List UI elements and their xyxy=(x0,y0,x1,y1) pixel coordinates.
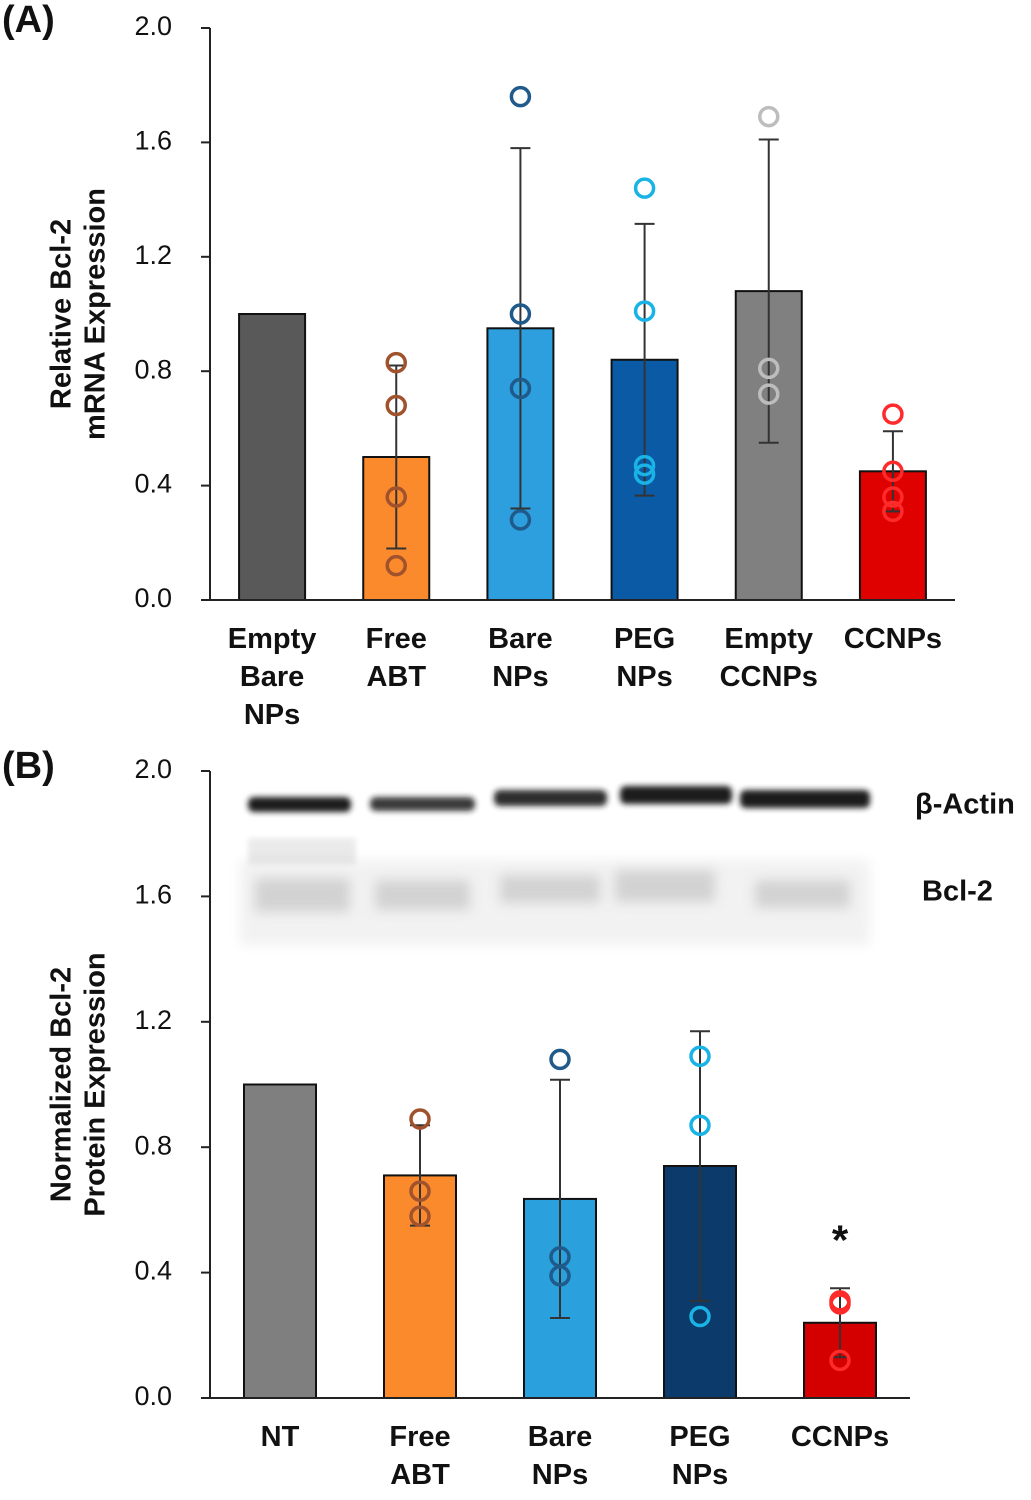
y-tick-label: 0.4 xyxy=(134,1256,172,1286)
panel-label: (A) xyxy=(2,0,55,41)
data-point xyxy=(758,383,780,405)
data-point xyxy=(509,303,532,325)
western-blot xyxy=(240,786,870,945)
data-point xyxy=(385,554,407,577)
data-point xyxy=(633,300,656,322)
x-tick-label: Free ABT xyxy=(389,1421,450,1491)
x-tick-label: CCNPs xyxy=(844,623,942,655)
x-tick-label: Bare NPs xyxy=(528,1421,593,1491)
x-tick-label: Bare NPs xyxy=(488,623,553,693)
data-point xyxy=(409,1108,431,1130)
y-tick-label: 2.0 xyxy=(134,11,172,41)
x-tick-label: CCNPs xyxy=(791,1421,889,1453)
y-tick-label: 0.8 xyxy=(134,354,172,384)
y-tick-label: 0.4 xyxy=(134,469,172,499)
y-tick-label: 1.6 xyxy=(134,126,172,156)
blot-label: Bcl-2 xyxy=(922,876,993,908)
y-axis-title: Relative Bcl-2 xyxy=(46,219,78,409)
bar xyxy=(243,1083,317,1399)
data-point xyxy=(385,351,407,374)
blot-label: β-Actin xyxy=(915,789,1015,821)
data-point xyxy=(409,1205,431,1227)
data-point xyxy=(689,1114,711,1137)
error-bar xyxy=(510,147,531,510)
data-point xyxy=(758,105,780,128)
data-point xyxy=(689,1045,711,1068)
data-point xyxy=(509,509,532,531)
x-tick-label: Empty CCNPs xyxy=(720,623,818,693)
data-point xyxy=(385,394,407,417)
panel-label: (B) xyxy=(2,745,55,787)
y-tick-label: 1.2 xyxy=(134,1005,172,1035)
data-point xyxy=(829,1293,851,1315)
data-point xyxy=(633,177,656,199)
significance-marker: * xyxy=(832,1216,849,1263)
error-bar xyxy=(882,430,903,513)
x-tick-label: PEG NPs xyxy=(614,623,675,693)
data-point xyxy=(549,1264,571,1287)
data-point xyxy=(549,1048,571,1071)
data-point xyxy=(509,377,532,400)
data-point xyxy=(882,460,904,483)
y-tick-label: 1.6 xyxy=(134,880,172,910)
y-axis-title: Normalized Bcl-2 xyxy=(46,967,78,1202)
data-point xyxy=(882,403,904,425)
bar xyxy=(238,313,307,601)
y-tick-label: 0.0 xyxy=(134,1381,172,1411)
data-point xyxy=(882,500,904,523)
data-point xyxy=(758,357,780,380)
x-tick-label: Free ABT xyxy=(366,623,427,693)
x-tick-label: NT xyxy=(261,1421,300,1453)
error-bar xyxy=(634,222,655,497)
error-bar xyxy=(690,1030,710,1302)
y-axis-title: mRNA Expression xyxy=(80,188,112,440)
y-axis-title: Protein Expression xyxy=(80,952,112,1216)
data-point xyxy=(385,486,407,508)
y-tick-label: 0.0 xyxy=(134,583,172,613)
data-point xyxy=(829,1349,851,1372)
error-bar xyxy=(550,1078,570,1320)
x-tick-label: PEG NPs xyxy=(669,1421,730,1491)
data-point xyxy=(509,85,532,108)
error-bar xyxy=(758,138,779,444)
y-tick-label: 2.0 xyxy=(134,754,172,784)
y-tick-label: 0.8 xyxy=(134,1130,172,1160)
y-tick-label: 1.2 xyxy=(134,240,172,270)
x-tick-label: Empty Bare NPs xyxy=(228,623,317,731)
data-point xyxy=(633,463,656,485)
data-point xyxy=(409,1180,431,1202)
data-point xyxy=(633,454,656,477)
data-point xyxy=(689,1305,711,1328)
data-point xyxy=(882,486,904,508)
